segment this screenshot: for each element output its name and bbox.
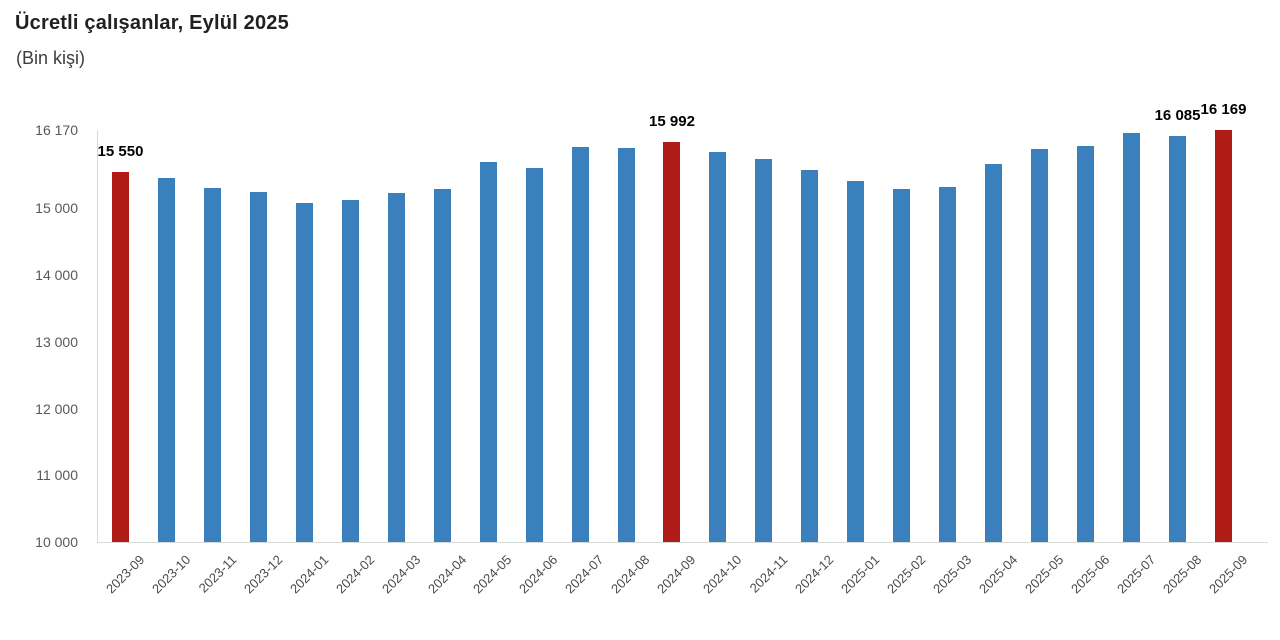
bar-2024-09[interactable] [663, 142, 681, 542]
x-axis-tick-2025-04: 2025-04 [975, 552, 1021, 597]
bar-2025-05[interactable] [1031, 149, 1049, 542]
x-axis-tick-2024-11: 2024-11 [746, 552, 791, 596]
x-axis-tick-2023-09: 2023-09 [102, 552, 148, 597]
y-axis-tick-11000: 11 000 [36, 467, 78, 484]
bar-2024-02[interactable] [341, 199, 359, 542]
bar-2025-03[interactable] [939, 186, 957, 542]
x-axis-tick-2025-02: 2025-02 [884, 552, 929, 597]
value-label-2023-09: 15 550 [97, 142, 144, 160]
y-axis-tick-10000: 10 000 [35, 534, 78, 550]
x-axis-tick-2023-10: 2023-10 [148, 552, 194, 597]
x-axis-tick-2025-08: 2025-08 [1159, 552, 1205, 597]
x-axis-tick-2024-02: 2024-02 [332, 552, 377, 597]
x-axis-tick-2024-03: 2024-03 [378, 552, 423, 597]
x-axis-tick-2025-05: 2025-05 [1021, 552, 1067, 597]
bar-2025-06[interactable] [1077, 146, 1095, 542]
bar-2024-05[interactable] [479, 162, 497, 542]
y-axis-tick-13000: 13 000 [35, 333, 78, 350]
bar-2023-10[interactable] [157, 177, 175, 542]
y-axis-tick-12000: 12 000 [35, 400, 78, 417]
x-axis-tick-2024-01: 2024-01 [286, 552, 331, 597]
bar-2025-02[interactable] [893, 188, 911, 542]
bar-2024-01[interactable] [295, 202, 313, 542]
y-axis-line [97, 130, 98, 542]
x-axis-tick-2025-07: 2025-07 [1113, 552, 1159, 597]
value-label-2025-08: 16 085 [1154, 106, 1201, 124]
bar-2024-06[interactable] [525, 167, 543, 542]
y-axis-tick-15000: 15 000 [35, 200, 78, 217]
x-axis-tick-2024-10: 2024-10 [700, 552, 745, 597]
bar-2025-09[interactable] [1214, 130, 1232, 542]
y-axis-tick-14000: 14 000 [35, 267, 78, 283]
bar-2025-08[interactable] [1169, 135, 1187, 542]
x-axis-tick-2024-04: 2024-04 [424, 552, 469, 597]
bar-2025-07[interactable] [1123, 132, 1141, 542]
bar-2023-09[interactable] [112, 171, 129, 542]
bar-2024-03[interactable] [387, 193, 405, 542]
bar-2024-10[interactable] [709, 151, 727, 542]
bar-2024-08[interactable] [617, 147, 635, 542]
bar-2024-11[interactable] [755, 159, 773, 542]
x-axis-tick-2025-03: 2025-03 [930, 552, 975, 597]
bar-2025-01[interactable] [847, 180, 865, 542]
value-label-2024-09: 15 992 [649, 113, 695, 131]
bar-2024-12[interactable] [801, 170, 819, 542]
value-label-2025-09: 16 169 [1200, 101, 1247, 119]
bar-2025-04[interactable] [985, 163, 1003, 542]
bar-2024-04[interactable] [433, 188, 451, 542]
x-axis-line [97, 542, 1268, 543]
x-axis-tick-2024-05: 2024-05 [470, 552, 515, 597]
x-axis-tick-2024-06: 2024-06 [516, 552, 561, 597]
x-axis-tick-2023-11: 2023-11 [195, 552, 240, 596]
chart-title: Ücretli çalışanlar, Eylül 2025 [15, 12, 289, 34]
x-axis-tick-2024-09: 2024-09 [654, 552, 699, 597]
x-axis-tick-2024-07: 2024-07 [562, 552, 607, 597]
y-axis-tick-16170: 16 170 [35, 122, 78, 139]
chart-subtitle: (Bin kişi) [16, 48, 86, 68]
x-axis-tick-2025-06: 2025-06 [1067, 552, 1113, 597]
bar-2023-11[interactable] [203, 188, 221, 542]
x-axis-tick-2025-09: 2025-09 [1205, 552, 1251, 597]
bar-2024-07[interactable] [571, 147, 589, 542]
x-axis-tick-2024-12: 2024-12 [792, 552, 837, 597]
x-axis-tick-2025-01: 2025-01 [838, 552, 883, 597]
x-axis-tick-2024-08: 2024-08 [608, 552, 653, 597]
bar-2023-12[interactable] [249, 191, 267, 542]
x-axis-tick-2023-12: 2023-12 [240, 552, 285, 597]
